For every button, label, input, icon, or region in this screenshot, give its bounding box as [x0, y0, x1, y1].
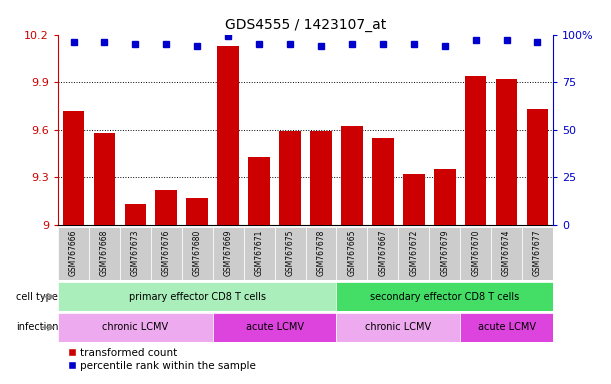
Bar: [337, 282, 553, 311]
Bar: [248, 157, 270, 225]
Text: chronic LCMV: chronic LCMV: [102, 322, 169, 333]
Bar: [496, 79, 518, 225]
Bar: [218, 46, 239, 225]
Bar: [89, 227, 120, 280]
Text: GSM767677: GSM767677: [533, 229, 542, 276]
Text: chronic LCMV: chronic LCMV: [365, 322, 431, 333]
Text: GSM767674: GSM767674: [502, 229, 511, 276]
Bar: [213, 227, 244, 280]
Bar: [279, 131, 301, 225]
Bar: [244, 227, 274, 280]
Bar: [213, 313, 337, 342]
Text: GSM767670: GSM767670: [471, 229, 480, 276]
Text: GSM767678: GSM767678: [316, 229, 326, 276]
Text: primary effector CD8 T cells: primary effector CD8 T cells: [129, 291, 266, 302]
Bar: [337, 227, 367, 280]
Bar: [151, 227, 182, 280]
Bar: [460, 227, 491, 280]
Text: GSM767676: GSM767676: [162, 229, 171, 276]
Bar: [367, 227, 398, 280]
Text: GSM767669: GSM767669: [224, 229, 233, 276]
Title: GDS4555 / 1423107_at: GDS4555 / 1423107_at: [225, 18, 386, 32]
Bar: [58, 282, 337, 311]
Bar: [372, 137, 393, 225]
Text: GSM767679: GSM767679: [440, 229, 449, 276]
Bar: [465, 76, 486, 225]
Bar: [274, 227, 306, 280]
Text: GSM767680: GSM767680: [192, 229, 202, 276]
Text: GSM767671: GSM767671: [255, 229, 263, 276]
Bar: [120, 227, 151, 280]
Bar: [63, 111, 84, 225]
Bar: [93, 133, 115, 225]
Bar: [125, 204, 146, 225]
Bar: [341, 126, 363, 225]
Bar: [58, 313, 213, 342]
Text: acute LCMV: acute LCMV: [246, 322, 304, 333]
Bar: [186, 198, 208, 225]
Text: infection: infection: [16, 322, 59, 333]
Bar: [58, 227, 89, 280]
Bar: [491, 227, 522, 280]
Text: GSM767665: GSM767665: [348, 229, 356, 276]
Text: GSM767673: GSM767673: [131, 229, 140, 276]
Text: GSM767667: GSM767667: [378, 229, 387, 276]
Bar: [434, 169, 456, 225]
Bar: [398, 227, 429, 280]
Bar: [337, 313, 460, 342]
Bar: [460, 313, 553, 342]
Text: GSM767675: GSM767675: [285, 229, 295, 276]
Bar: [522, 227, 553, 280]
Text: GSM767672: GSM767672: [409, 229, 419, 276]
Text: acute LCMV: acute LCMV: [478, 322, 536, 333]
Text: GSM767666: GSM767666: [69, 229, 78, 276]
Bar: [429, 227, 460, 280]
Bar: [403, 174, 425, 225]
Legend: transformed count, percentile rank within the sample: transformed count, percentile rank withi…: [64, 344, 260, 375]
Text: secondary effector CD8 T cells: secondary effector CD8 T cells: [370, 291, 519, 302]
Text: GSM767668: GSM767668: [100, 229, 109, 276]
Text: cell type: cell type: [16, 291, 59, 302]
Bar: [527, 109, 548, 225]
Bar: [155, 190, 177, 225]
Bar: [310, 131, 332, 225]
Bar: [182, 227, 213, 280]
Bar: [306, 227, 337, 280]
